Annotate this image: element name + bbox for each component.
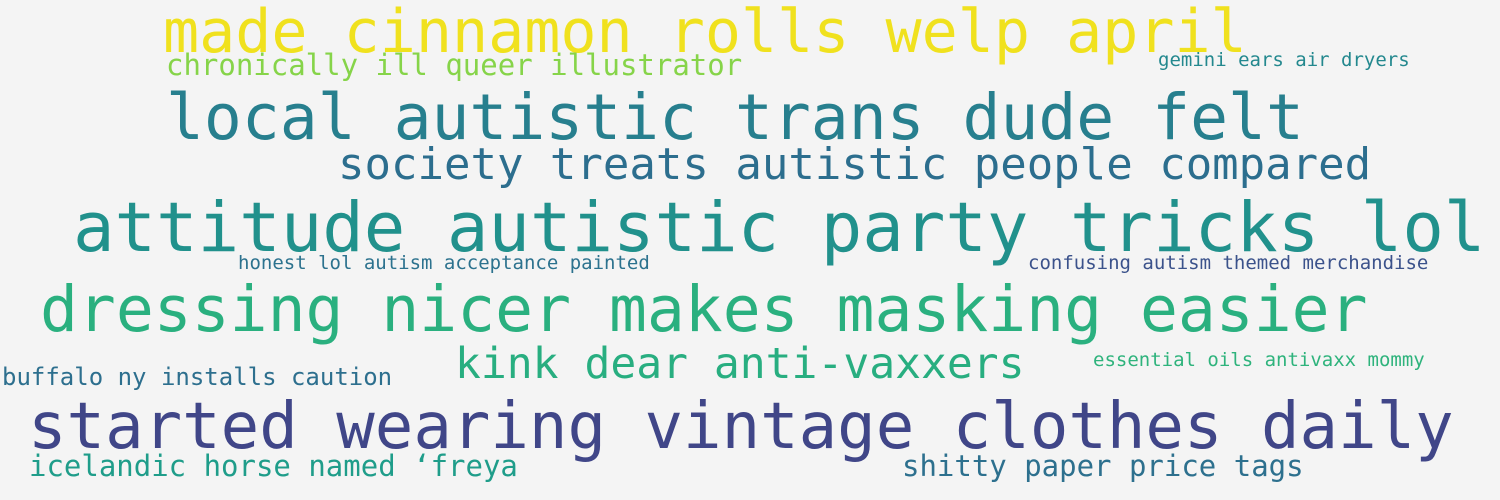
phrase-made-cinnamon-rolls: made cinnamon rolls welp april (163, 0, 1247, 67)
phrase-buffalo-ny-installs-caution: buffalo ny installs caution (2, 363, 393, 391)
phrase-icelandic-horse-named-freya: icelandic horse named ‘freya (29, 449, 518, 483)
phrase-gemini-ears-air-dryers: gemini ears air dryers (1158, 49, 1410, 71)
phrase-local-autistic-trans-dude: local autistic trans dude felt (166, 81, 1304, 154)
phrase-shitty-paper-price-tags: shitty paper price tags (902, 449, 1304, 483)
phrase-kink-dear-anti-vaxxers: kink dear anti-vaxxers (455, 339, 1025, 389)
phrase-chronically-ill-queer-illustrator: chronically ill queer illustrator (166, 48, 743, 82)
phrase-society-treats-autistic-people: society treats autistic people compared (338, 139, 1372, 190)
phrase-honest-lol-autism-acceptance: honest lol autism acceptance painted (238, 252, 650, 274)
phrase-essential-oils-antivaxx-mommy: essential oils antivaxx mommy (1093, 349, 1425, 371)
phrase-attitude-autistic-party-tricks: attitude autistic party tricks lol (73, 188, 1486, 268)
phrase-dressing-nicer-makes-masking: dressing nicer makes masking easier (40, 273, 1368, 346)
phrase-started-wearing-vintage-clothes: started wearing vintage clothes daily (28, 390, 1454, 464)
phrase-confusing-autism-themed-merchandise: confusing autism themed merchandise (1028, 252, 1429, 274)
